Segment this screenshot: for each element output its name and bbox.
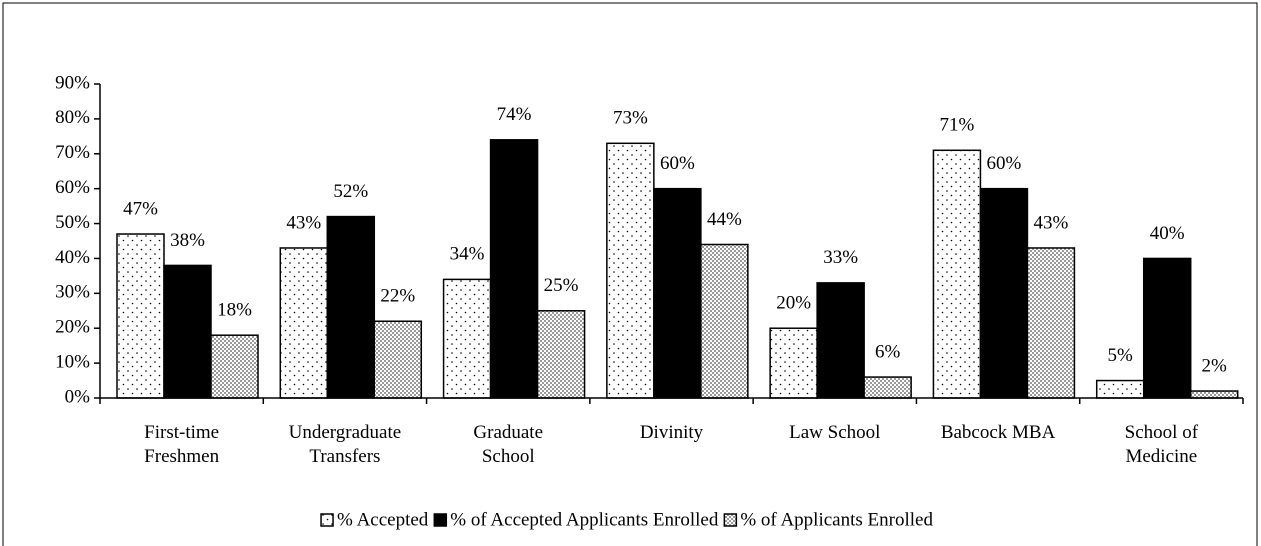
legend: % Accepted % of Accepted Applicants Enrol… [320,509,933,530]
x-tick-label: School of Medicine [1125,422,1199,467]
x-tick-label: Divinity [640,422,704,443]
bar [163,264,212,399]
data-label: 18% [217,300,252,321]
data-label: 22% [380,286,415,307]
legend-label: % of Accepted Applicants Enrolled [450,509,719,530]
x-tick-label-line: Babcock MBA [941,422,1056,443]
data-label: 5% [1108,345,1134,366]
x-tick-label-line: Medicine [1125,446,1197,467]
data-label: 47% [123,198,158,219]
bar [489,139,539,399]
data-label: 52% [333,181,368,202]
bar [769,327,818,399]
x-tick-label: Graduate School [473,422,543,467]
data-label: 34% [450,244,485,265]
bar [279,247,329,399]
y-tick-label: 90% [55,72,90,93]
data-label: 60% [987,153,1022,174]
data-label: 6% [875,341,901,362]
bar [373,320,423,399]
data-label: 2% [1202,355,1228,376]
y-tick-label: 20% [55,317,90,338]
x-tick-label-line: Law School [789,422,880,443]
bar [653,187,702,399]
bar [863,376,912,399]
bar [700,243,749,399]
data-label: 60% [660,153,695,174]
data-label: 43% [286,212,321,233]
x-tick-label-line: Transfers [309,446,380,467]
bar [932,149,982,399]
x-tick-label-line: Graduate [473,422,543,443]
x-tick-label: Babcock MBA [941,422,1056,443]
bar [979,187,1029,399]
x-tick-label-line: Divinity [640,422,704,443]
bar [442,278,492,399]
x-tick-label: Law School [789,422,880,443]
x-tick-label-line: Freshmen [144,446,219,467]
bar [1189,390,1239,399]
data-label: 44% [707,209,742,230]
bar [1095,379,1145,399]
y-tick-label: 10% [55,351,90,372]
data-label: 33% [823,247,858,268]
bar [326,215,376,399]
y-tick-label: 30% [55,282,90,303]
x-tick-label-line: School [482,446,535,467]
data-label: 73% [613,108,648,129]
legend-swatch [723,513,738,527]
x-tick-label-line: Undergraduate [289,422,402,443]
data-label: 38% [170,230,205,251]
bar [816,282,865,399]
data-label: 74% [497,104,532,125]
x-tick-label-line: School of [1125,422,1199,443]
legend-swatch [320,513,334,527]
x-tick-label: First-time Freshmen [144,422,219,467]
data-label: 71% [940,115,975,136]
bar [1142,257,1192,399]
y-tick-label: 80% [55,107,90,128]
bar [210,334,259,399]
bar [1026,247,1076,399]
y-tick-label: 60% [55,177,90,198]
x-tick-label-line: First-time [144,422,219,443]
y-tick-label: 70% [55,142,90,163]
y-tick-label: 0% [65,386,91,407]
data-label: 25% [544,275,579,296]
bar [536,310,586,399]
x-tick-label: Undergraduate Transfers [289,422,402,467]
bar [116,233,165,399]
legend-label: % of Applicants Enrolled [740,509,933,530]
data-label: 40% [1150,223,1185,244]
y-tick-label: 40% [55,247,90,268]
data-label: 20% [776,293,811,314]
legend-label: % Accepted [337,509,429,530]
data-label: 43% [1034,212,1069,233]
y-tick-label: 50% [55,212,90,233]
bar [606,142,655,399]
legend-swatch [433,513,448,527]
